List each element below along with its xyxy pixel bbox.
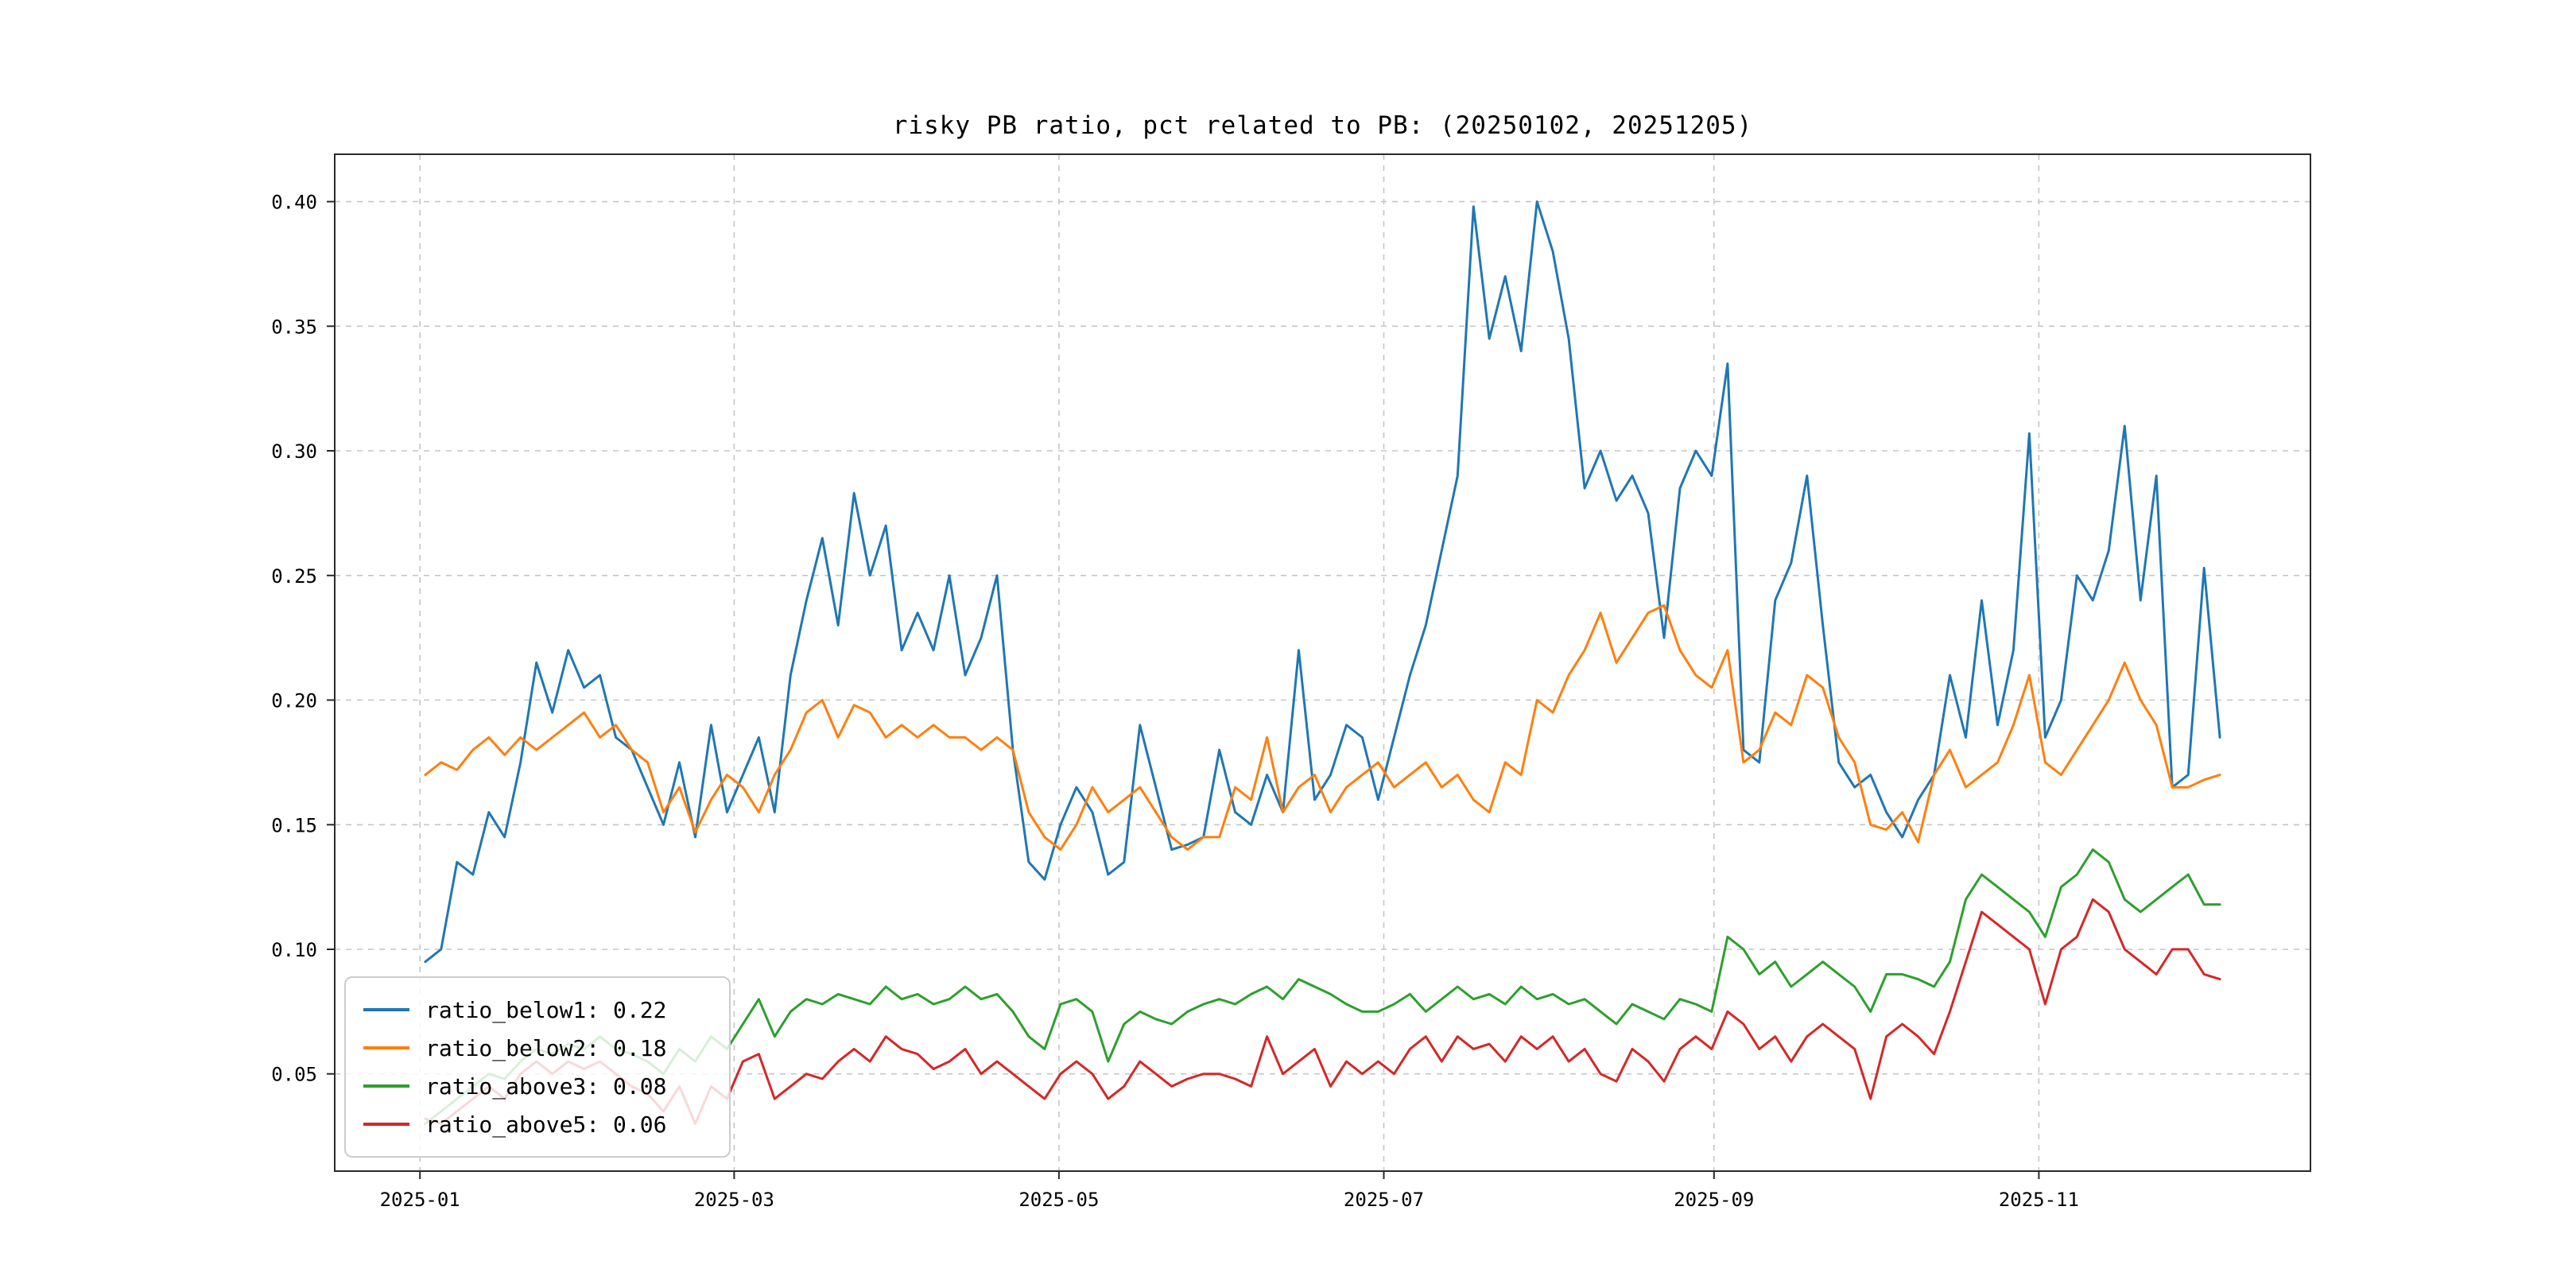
legend-line-swatch-orange: [363, 1046, 409, 1049]
legend-item-ratio_above5: ratio_above5: 0.06: [363, 1105, 712, 1143]
legend: ratio_below1: 0.22 ratio_below2: 0.18 ra…: [344, 976, 731, 1158]
legend-label: ratio_above3: 0.08: [425, 1073, 667, 1100]
legend-label: ratio_below1: 0.22: [425, 996, 667, 1023]
y-tick-label: 0.35: [271, 316, 317, 338]
y-tick-label: 0.30: [271, 440, 317, 463]
legend-item-ratio_below1: ratio_below1: 0.22: [363, 991, 712, 1029]
legend-line-swatch-blue: [363, 1008, 409, 1011]
legend-label: ratio_above5: 0.06: [425, 1111, 667, 1138]
legend-line-swatch-green: [363, 1084, 409, 1088]
y-tick-label: 0.20: [271, 690, 317, 712]
x-tick-label: 2025-05: [1018, 1189, 1099, 1211]
legend-item-ratio_above3: ratio_above3: 0.08: [363, 1067, 712, 1105]
axes-border: [334, 153, 2311, 1172]
series-line-ratio_below1: [424, 200, 2221, 964]
x-tick-label: 2025-01: [380, 1189, 460, 1211]
x-tick-label: 2025-07: [1344, 1189, 1424, 1211]
x-tick-label: 2025-11: [1999, 1189, 2079, 1211]
legend-item-ratio_below2: ratio_below2: 0.18: [363, 1029, 712, 1067]
x-tick-label: 2025-03: [694, 1189, 774, 1211]
series-line-ratio_below2: [424, 603, 2221, 852]
y-tick-label: 0.15: [271, 814, 317, 836]
x-tick-label: 2025-09: [1674, 1189, 1754, 1211]
y-tick-label: 0.25: [271, 565, 317, 588]
y-tick-label: 0.40: [271, 192, 317, 214]
chart-title: risky PB ratio, pct related to PB: (2025…: [892, 111, 1753, 140]
y-tick-label: 0.05: [271, 1064, 317, 1086]
legend-line-swatch-red: [363, 1123, 409, 1126]
y-tick-label: 0.10: [271, 939, 317, 961]
legend-label: ratio_below2: 0.18: [425, 1034, 667, 1061]
